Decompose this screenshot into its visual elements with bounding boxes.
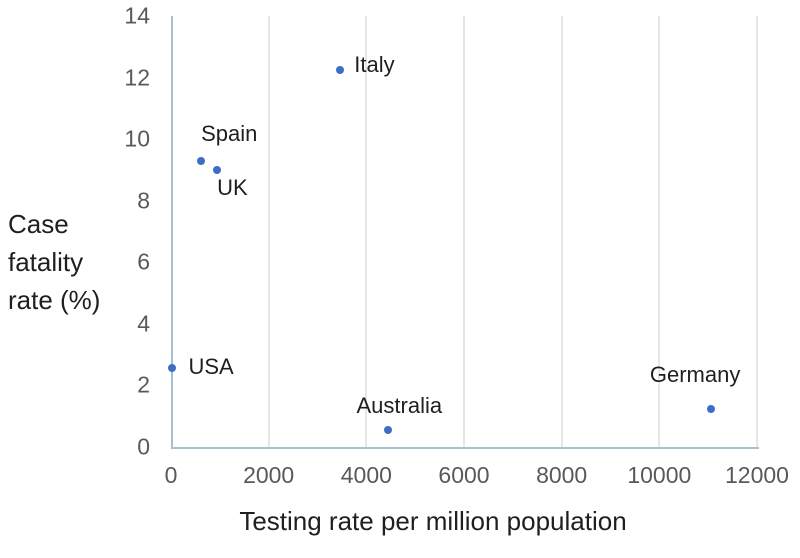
data-point-germany (707, 404, 716, 413)
x-axis-title: Testing rate per million population (239, 506, 627, 536)
y-tick-label: 2 (137, 371, 150, 398)
point-label-uk: UK (217, 174, 248, 200)
x-axis-line (171, 447, 759, 449)
gridline-vertical (365, 16, 368, 447)
point-label-spain: Spain (201, 120, 258, 146)
data-point-australia (384, 426, 393, 435)
x-tick-label: 4000 (340, 462, 392, 488)
point-label-germany: Germany (649, 361, 741, 387)
x-tick-label: 2000 (243, 462, 295, 488)
data-point-uk (213, 165, 222, 174)
y-tick-label: 8 (137, 187, 150, 214)
gridline-vertical (463, 16, 465, 447)
point-label-usa: USA (188, 354, 234, 380)
y-axis-line (171, 16, 173, 449)
data-point-spain (197, 156, 206, 165)
gridline-vertical (560, 16, 563, 447)
y-tick-label: 6 (137, 248, 150, 275)
x-tick-label: 6000 (438, 462, 490, 488)
data-point-italy (336, 65, 345, 74)
y-tick-label: 0 (137, 433, 150, 460)
y-axis-title: Case fatality rate (%) (8, 209, 101, 315)
data-point-usa (168, 364, 177, 373)
y-tick-label: 4 (137, 310, 150, 337)
y-tick-label: 12 (124, 64, 150, 91)
gridline-vertical (267, 16, 270, 447)
x-tick-label: 10000 (627, 462, 692, 488)
plot-area (171, 16, 759, 449)
point-label-australia: Australia (356, 393, 443, 419)
x-tick-label: 12000 (725, 462, 789, 488)
x-tick-label: 8000 (536, 462, 588, 488)
gridline-vertical (658, 16, 661, 447)
x-tick-label: 0 (164, 462, 178, 488)
y-tick-label: 10 (124, 125, 150, 152)
y-tick-label: 14 (124, 2, 150, 29)
gridline-vertical (756, 16, 758, 447)
point-label-italy: Italy (354, 51, 395, 77)
